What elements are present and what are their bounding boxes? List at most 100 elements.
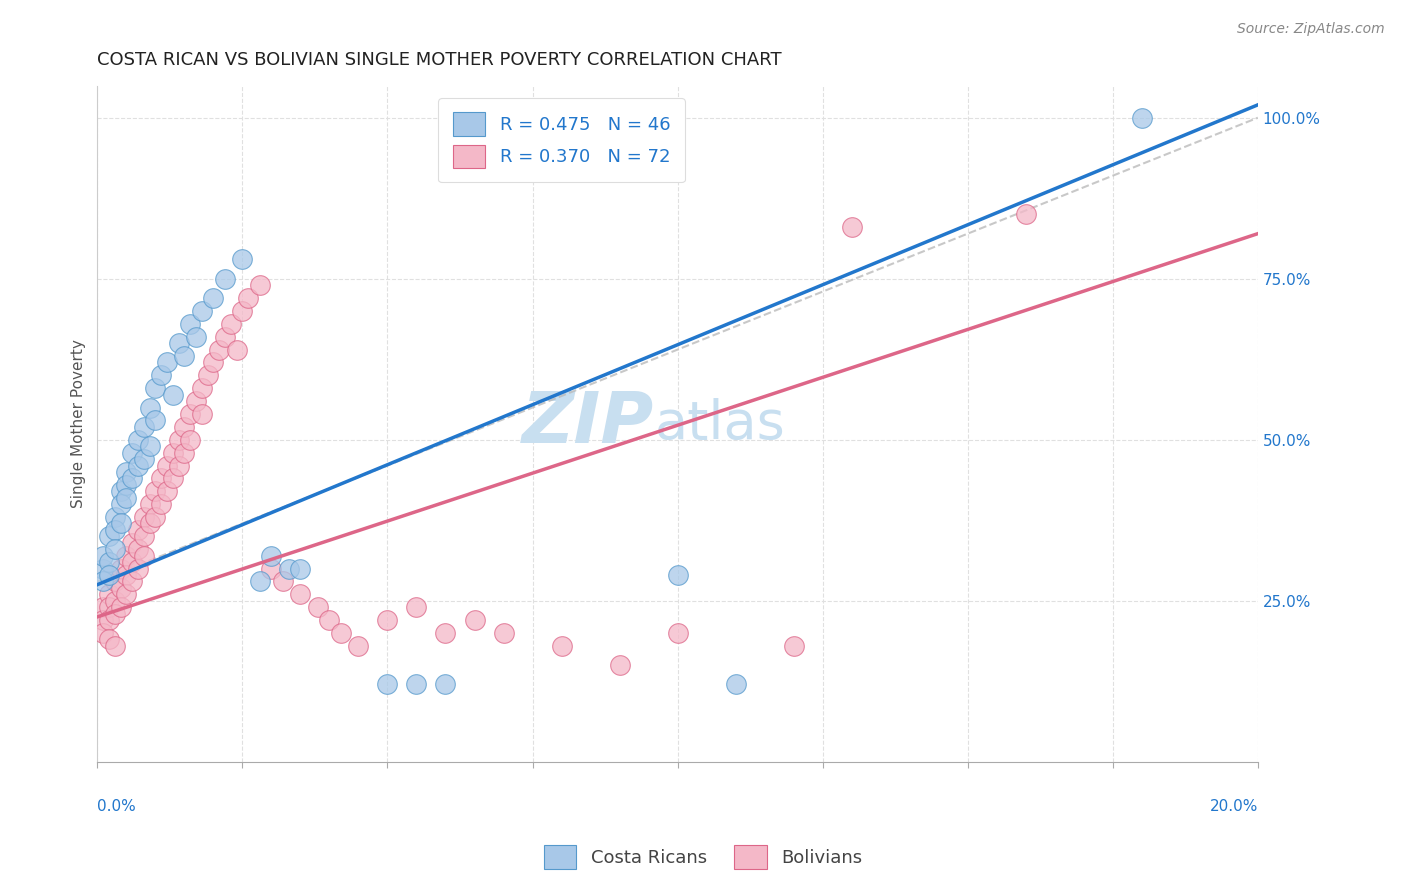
Point bbox=[173, 349, 195, 363]
Point bbox=[121, 445, 143, 459]
Point bbox=[138, 516, 160, 531]
Point bbox=[162, 471, 184, 485]
Point bbox=[156, 484, 179, 499]
Point bbox=[405, 600, 427, 615]
Point bbox=[377, 677, 399, 691]
Point bbox=[307, 600, 329, 615]
Point bbox=[91, 574, 114, 589]
Point bbox=[260, 549, 283, 563]
Point bbox=[202, 355, 225, 369]
Point bbox=[132, 549, 155, 563]
Point bbox=[377, 613, 399, 627]
Point bbox=[127, 561, 149, 575]
Point bbox=[214, 271, 236, 285]
Point bbox=[156, 458, 179, 473]
Point bbox=[97, 632, 120, 647]
Point bbox=[110, 516, 132, 531]
Point bbox=[104, 607, 127, 621]
Point bbox=[115, 478, 138, 492]
Point bbox=[104, 594, 127, 608]
Text: 0.0%: 0.0% bbox=[97, 799, 136, 814]
Text: ZIP: ZIP bbox=[522, 389, 654, 458]
Point bbox=[318, 613, 340, 627]
Point bbox=[97, 555, 120, 569]
Point bbox=[97, 568, 120, 582]
Point bbox=[132, 452, 155, 467]
Point bbox=[277, 561, 299, 575]
Text: Source: ZipAtlas.com: Source: ZipAtlas.com bbox=[1237, 22, 1385, 37]
Point bbox=[97, 600, 120, 615]
Point bbox=[724, 677, 747, 691]
Point bbox=[330, 626, 353, 640]
Point bbox=[191, 381, 214, 395]
Point bbox=[110, 600, 132, 615]
Point bbox=[782, 639, 804, 653]
Point bbox=[184, 329, 207, 343]
Point bbox=[145, 413, 167, 427]
Point bbox=[179, 317, 201, 331]
Point bbox=[173, 420, 195, 434]
Point bbox=[150, 368, 173, 383]
Point bbox=[191, 407, 214, 421]
Point bbox=[127, 458, 149, 473]
Point bbox=[231, 252, 253, 267]
Point bbox=[150, 497, 173, 511]
Point bbox=[434, 677, 457, 691]
Point bbox=[260, 561, 283, 575]
Point bbox=[138, 497, 160, 511]
Point bbox=[121, 574, 143, 589]
Point bbox=[91, 561, 114, 575]
Point bbox=[841, 220, 863, 235]
Point bbox=[162, 445, 184, 459]
Point bbox=[550, 639, 572, 653]
Point bbox=[110, 561, 132, 575]
Point bbox=[1015, 207, 1038, 221]
Point bbox=[666, 626, 689, 640]
Point bbox=[132, 510, 155, 524]
Point bbox=[405, 677, 427, 691]
Point bbox=[271, 574, 294, 589]
Point bbox=[138, 439, 160, 453]
Point bbox=[115, 587, 138, 601]
Point bbox=[492, 626, 515, 640]
Legend: Costa Ricans, Bolivians: Costa Ricans, Bolivians bbox=[537, 838, 869, 876]
Point bbox=[238, 291, 260, 305]
Point bbox=[609, 658, 631, 673]
Point bbox=[290, 561, 312, 575]
Point bbox=[127, 433, 149, 447]
Point bbox=[97, 613, 120, 627]
Point bbox=[91, 600, 114, 615]
Point bbox=[127, 542, 149, 557]
Point bbox=[167, 336, 190, 351]
Text: atlas: atlas bbox=[654, 398, 785, 450]
Point bbox=[104, 523, 127, 537]
Point bbox=[145, 381, 167, 395]
Point bbox=[225, 343, 247, 357]
Point bbox=[110, 581, 132, 595]
Text: 20.0%: 20.0% bbox=[1209, 799, 1258, 814]
Point bbox=[184, 394, 207, 409]
Point bbox=[347, 639, 370, 653]
Point bbox=[132, 420, 155, 434]
Point bbox=[434, 626, 457, 640]
Point bbox=[121, 555, 143, 569]
Point bbox=[91, 549, 114, 563]
Point bbox=[191, 304, 214, 318]
Point bbox=[91, 626, 114, 640]
Point bbox=[121, 536, 143, 550]
Point bbox=[110, 484, 132, 499]
Point bbox=[104, 639, 127, 653]
Point bbox=[666, 568, 689, 582]
Point bbox=[97, 529, 120, 543]
Point bbox=[1130, 111, 1153, 125]
Point bbox=[115, 568, 138, 582]
Point bbox=[115, 465, 138, 479]
Point bbox=[231, 304, 253, 318]
Point bbox=[202, 291, 225, 305]
Point bbox=[127, 523, 149, 537]
Text: COSTA RICAN VS BOLIVIAN SINGLE MOTHER POVERTY CORRELATION CHART: COSTA RICAN VS BOLIVIAN SINGLE MOTHER PO… bbox=[97, 51, 782, 69]
Point bbox=[104, 574, 127, 589]
Legend: R = 0.475   N = 46, R = 0.370   N = 72: R = 0.475 N = 46, R = 0.370 N = 72 bbox=[439, 98, 685, 182]
Point bbox=[249, 574, 271, 589]
Point bbox=[115, 491, 138, 505]
